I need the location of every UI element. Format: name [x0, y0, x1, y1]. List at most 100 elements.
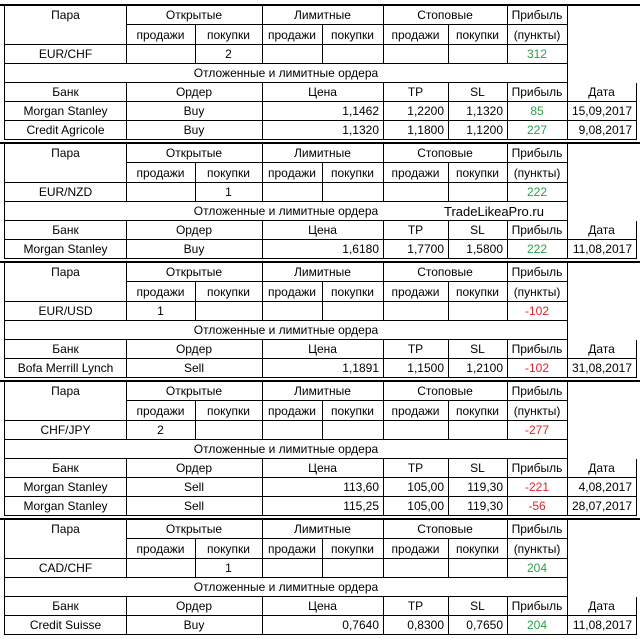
limit-sell-header: продажи — [262, 25, 323, 45]
order-profit: 222 — [507, 240, 568, 259]
limit-sell-count — [262, 183, 323, 202]
order-sl: 119,30 — [448, 497, 508, 516]
open-buy-header: покупки — [195, 25, 263, 45]
limit-buy-count — [322, 183, 384, 202]
points-header: (пункты) — [507, 282, 568, 302]
stop-sell-count — [383, 302, 449, 321]
limit-sell-header: продажи — [262, 539, 323, 559]
order-price: 1,1320 — [262, 121, 384, 140]
limit-buy-count — [322, 421, 384, 440]
date-header: Дата — [567, 340, 637, 359]
stop-header: Стоповые — [383, 519, 508, 539]
order-date: 9,08,2017 — [567, 121, 637, 140]
stop-header: Стоповые — [383, 143, 508, 163]
profit-header: Прибыль — [507, 221, 568, 240]
date-header: Дата — [567, 597, 637, 616]
stop-sell-header: продажи — [383, 163, 449, 183]
open-sell-header: продажи — [126, 401, 196, 421]
date-header: Дата — [567, 83, 637, 102]
stop-buy-header: покупки — [448, 163, 508, 183]
order-date: 11,08,2017 — [567, 240, 637, 259]
limit-sell-count — [262, 559, 323, 578]
bank-header: Банк — [4, 597, 127, 616]
order-header: Ордер — [126, 340, 263, 359]
open-sell-count — [126, 559, 196, 578]
price-header: Цена — [262, 597, 384, 616]
limit-sell-header: продажи — [262, 282, 323, 302]
pending-orders-title: Отложенные и лимитные ордера — [4, 202, 568, 221]
profit-header: Прибыль — [507, 519, 568, 539]
limit-buy-header: покупки — [322, 163, 384, 183]
limit-buy-count — [322, 45, 384, 64]
points-header: (пункты) — [507, 163, 568, 183]
date-header: Дата — [567, 221, 637, 240]
open-buy-header: покупки — [195, 539, 263, 559]
profit-header: Прибыль — [507, 597, 568, 616]
price-header: Цена — [262, 340, 384, 359]
pair-name: EUR/CHF — [4, 45, 127, 64]
order-profit: -102 — [507, 359, 568, 378]
order-tp: 1,1500 — [383, 359, 449, 378]
tp-header: TP — [383, 221, 449, 240]
order-price: 115,25 — [262, 497, 384, 516]
order-date: 15,09,2017 — [567, 102, 637, 121]
pair-name: EUR/USD — [4, 302, 127, 321]
limit-buy-header: покупки — [322, 401, 384, 421]
profit-header: Прибыль — [507, 83, 568, 102]
bank-header: Банк — [4, 83, 127, 102]
limit-buy-count — [322, 302, 384, 321]
tp-header: TP — [383, 340, 449, 359]
bank-header: Банк — [4, 221, 127, 240]
points-header: (пункты) — [507, 25, 568, 45]
order-type: Buy — [126, 616, 263, 635]
total-profit: 204 — [507, 559, 568, 578]
price-header: Цена — [262, 221, 384, 240]
stop-header: Стоповые — [383, 262, 508, 282]
limit-buy-header: покупки — [322, 282, 384, 302]
pending-orders-title: Отложенные и лимитные ордера — [4, 440, 568, 459]
pair-header: Пара — [4, 381, 127, 421]
total-profit: -102 — [507, 302, 568, 321]
order-date: 4,08,2017 — [567, 478, 637, 497]
order-type: Buy — [126, 121, 263, 140]
open-buy-count — [195, 421, 263, 440]
order-price: 1,6180 — [262, 240, 384, 259]
limit-sell-count — [262, 45, 323, 64]
order-bank: Credit Agricole — [4, 121, 127, 140]
limit-buy-header: покупки — [322, 25, 384, 45]
tp-header: TP — [383, 597, 449, 616]
sl-header: SL — [448, 340, 508, 359]
stop-buy-count — [448, 559, 508, 578]
order-profit: -221 — [507, 478, 568, 497]
stop-sell-header: продажи — [383, 25, 449, 45]
order-bank: Bofa Merrill Lynch — [4, 359, 127, 378]
stop-sell-count — [383, 421, 449, 440]
stop-buy-header: покупки — [448, 25, 508, 45]
open-sell-count: 1 — [126, 302, 196, 321]
order-tp: 105,00 — [383, 478, 449, 497]
order-date: 28,07,2017 — [567, 497, 637, 516]
watermark-text: TradeLikeaPro.ru — [444, 204, 544, 219]
pair-header: Пара — [4, 519, 127, 559]
open-sell-count — [126, 183, 196, 202]
order-profit: 204 — [507, 616, 568, 635]
tp-header: TP — [383, 83, 449, 102]
order-price: 1,1891 — [262, 359, 384, 378]
pair-name: EUR/NZD — [4, 183, 127, 202]
open-buy-count — [195, 302, 263, 321]
profit-header: Прибыль — [507, 340, 568, 359]
limit-header: Лимитные — [262, 519, 384, 539]
open-buy-header: покупки — [195, 282, 263, 302]
total-profit: 222 — [507, 183, 568, 202]
order-bank: Morgan Stanley — [4, 497, 127, 516]
sl-header: SL — [448, 459, 508, 478]
order-price: 0,7640 — [262, 616, 384, 635]
stop-sell-count — [383, 45, 449, 64]
stop-buy-count — [448, 421, 508, 440]
order-date: 11,08,2017 — [567, 616, 637, 635]
order-tp: 0,8300 — [383, 616, 449, 635]
stop-buy-count — [448, 302, 508, 321]
open-sell-count — [126, 45, 196, 64]
points-header: (пункты) — [507, 401, 568, 421]
pending-orders-title: Отложенные и лимитные ордера — [4, 578, 568, 597]
